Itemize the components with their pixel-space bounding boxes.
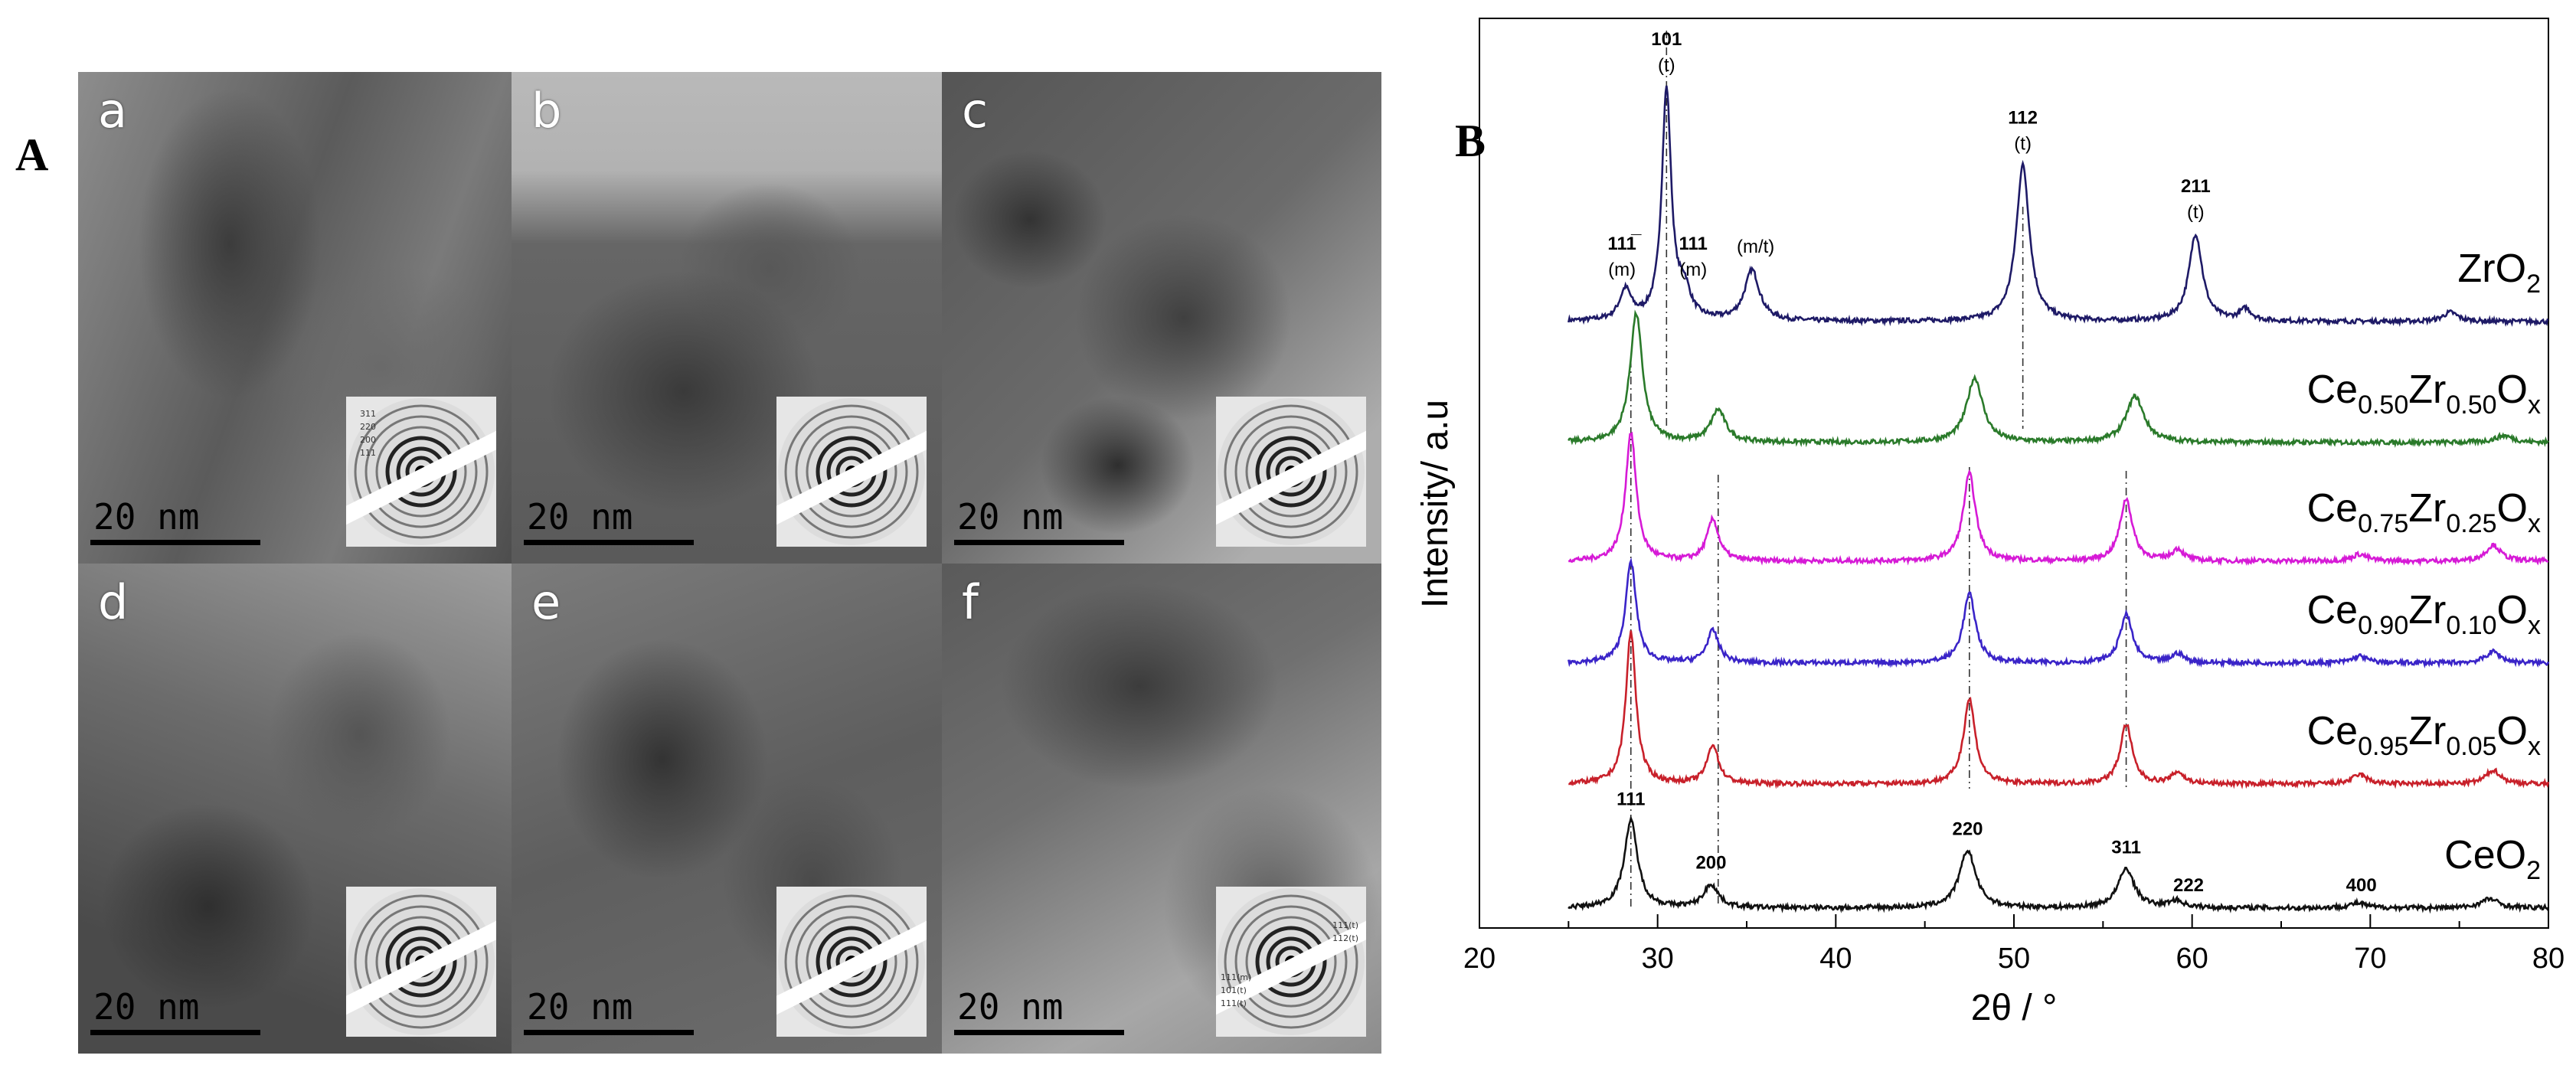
- peak-label: 222: [2173, 875, 2204, 896]
- series-line-ZrO2: [1568, 85, 2549, 327]
- scale-bar-label: 20 nm: [957, 986, 1064, 1028]
- scale-bar-label: 20 nm: [527, 496, 633, 538]
- x-tick-label: 20: [1463, 943, 1496, 975]
- tem-image-b: b 20 nm: [512, 72, 942, 564]
- tem-sublabel: a: [98, 83, 127, 139]
- panel-b-letter: B: [1455, 116, 1486, 166]
- peak-phase-label: (t): [2014, 134, 2032, 155]
- tem-sublabel: b: [531, 83, 562, 139]
- saed-ring-label: 220: [360, 422, 376, 432]
- series-label-ZrO2: ZrO2: [2458, 247, 2541, 299]
- scale-bar: [524, 540, 694, 545]
- tem-image-a: a 20 nm 311 220 200 111: [78, 72, 512, 564]
- peak-label: 220: [1952, 819, 1983, 840]
- peak-label: 211: [2181, 176, 2211, 197]
- saed-pattern-inset: 311 220 200 111: [346, 397, 496, 547]
- x-tick-label: 70: [2354, 943, 2386, 975]
- series-label-Ce0.75Zr0.25Ox: Ce0.75Zr0.25Ox: [2307, 486, 2541, 538]
- saed-ring-label: 111(m): [1221, 972, 1252, 982]
- series-line-Ce0.75Zr0.25Ox: [1568, 431, 2549, 567]
- peak-label: 200: [1695, 853, 1726, 874]
- tem-sublabel: c: [962, 83, 989, 139]
- peak-label: 400: [2346, 875, 2377, 896]
- series-line-Ce0.50Zr0.50Ox: [1568, 309, 2549, 449]
- tem-sublabel: d: [98, 574, 129, 630]
- peak-label: 101: [1651, 29, 1682, 50]
- saed-ring-label: 111(t): [1221, 998, 1247, 1008]
- x-tick-label: 60: [2176, 943, 2208, 975]
- saed-pattern-inset: [346, 887, 496, 1037]
- peak-label: 111: [1679, 234, 1707, 254]
- scale-bar-label: 20 nm: [93, 986, 200, 1028]
- tem-image-f: f 20 nm 111(m) 101(t) 111(t) 111(t) 112(t): [942, 564, 1381, 1054]
- series-line-Ce0.95Zr0.05Ox: [1568, 630, 2550, 789]
- saed-ring-label: 101(t): [1221, 985, 1247, 995]
- peak-phase-label: (t): [1658, 55, 1675, 76]
- xrd-chart: 20 30 40 50 60 70 80 2θ / ° Intensity/ a.u ZrO2 Ce…: [1415, 18, 2565, 1028]
- saed-ring-label: 112(t): [1332, 933, 1358, 943]
- saed-pattern-inset: [776, 887, 927, 1037]
- peak-phase-label: (m/t): [1737, 237, 1774, 257]
- scale-bar-label: 20 nm: [527, 986, 633, 1028]
- x-tick-label: 50: [1998, 943, 2030, 975]
- scale-bar-label: 20 nm: [93, 496, 200, 538]
- saed-pattern-inset: 111(m) 101(t) 111(t) 111(t) 112(t): [1216, 887, 1366, 1037]
- scale-bar: [524, 1030, 694, 1035]
- peak-label: 311: [2111, 837, 2141, 858]
- saed-pattern-inset: [776, 397, 927, 547]
- saed-ring-label: 111: [360, 448, 376, 458]
- saed-ring-label: 200: [360, 435, 376, 445]
- series-label-Ce0.90Zr0.10Ox: Ce0.90Zr0.10Ox: [2307, 588, 2541, 640]
- series-label-CeO2: CeO2: [2444, 833, 2541, 885]
- saed-ring-labels: 311 220 200 111: [360, 407, 376, 459]
- scale-bar: [954, 1030, 1124, 1035]
- tem-image-c: c 20 nm: [942, 72, 1381, 564]
- y-axis-label: Intensity/ a.u: [1415, 400, 1456, 608]
- peak-label: 112: [2008, 108, 2038, 129]
- peak-phase-label: (m): [1608, 260, 1636, 280]
- scale-bar-label: 20 nm: [957, 496, 1064, 538]
- series-line-Ce0.90Zr0.10Ox: [1568, 557, 2550, 669]
- saed-ring-labels-left: 111(m) 101(t) 111(t): [1221, 971, 1251, 1010]
- series-label-Ce0.95Zr0.05Ox: Ce0.95Zr0.05Ox: [2307, 709, 2541, 761]
- tem-sublabel: e: [531, 574, 561, 630]
- saed-pattern-inset: [1216, 397, 1366, 547]
- scale-bar: [90, 1030, 260, 1035]
- series-label-Ce0.50Zr0.50Ox: Ce0.50Zr0.50Ox: [2307, 368, 2541, 420]
- x-tick-label: 80: [2532, 943, 2565, 975]
- tem-image-d: d 20 nm: [78, 564, 512, 1054]
- scale-bar: [954, 540, 1124, 545]
- peak-phase-label: (m): [1679, 260, 1707, 280]
- peak-label: 111̅: [1607, 234, 1641, 254]
- scale-bar: [90, 540, 260, 545]
- panel-a-letter: A: [15, 129, 49, 180]
- x-tick-label: 40: [1819, 943, 1852, 975]
- x-tick-label: 30: [1642, 943, 1674, 975]
- saed-ring-labels: 111(t) 112(t): [1332, 919, 1358, 945]
- series-line-CeO2: [1568, 815, 2550, 914]
- tem-image-e: e 20 nm: [512, 564, 942, 1054]
- saed-ring-label: 311: [360, 409, 376, 419]
- peak-phase-label: (t): [2187, 202, 2205, 223]
- saed-ring-label: 111(t): [1332, 920, 1358, 930]
- x-axis-label: 2θ / °: [1971, 988, 2058, 1028]
- peak-label: 111: [1617, 789, 1645, 810]
- tem-sublabel: f: [962, 574, 979, 630]
